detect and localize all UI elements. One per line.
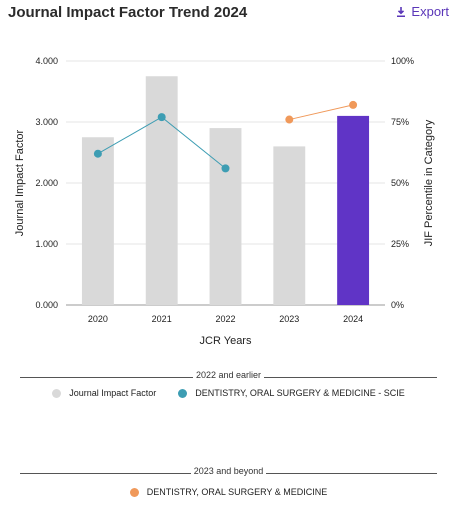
y-tick-label: 0.000 xyxy=(35,300,58,310)
legend-item-jif[interactable]: Journal Impact Factor xyxy=(52,388,156,398)
x-axis-label: JCR Years xyxy=(200,335,252,347)
bar xyxy=(273,146,306,305)
y-tick-label: 3.000 xyxy=(35,117,58,127)
y2-tick-label: 75% xyxy=(391,117,409,127)
chart-title: Journal Impact Factor Trend 2024 xyxy=(8,4,248,21)
y-tick-label: 1.000 xyxy=(35,239,58,249)
y-tick-label: 2.000 xyxy=(35,178,58,188)
bar xyxy=(81,137,114,305)
legend-swatch-jif xyxy=(52,388,62,398)
y-tick-label: 4.000 xyxy=(35,56,58,66)
bar xyxy=(145,76,178,305)
point-scie xyxy=(93,149,102,158)
legend-group-2023-label: 2023 and beyond xyxy=(193,466,264,476)
bar xyxy=(209,128,242,305)
x-tick-label: 2022 xyxy=(215,314,235,324)
y2-tick-label: 0% xyxy=(391,300,404,310)
x-tick-label: 2021 xyxy=(152,314,172,324)
y2-tick-label: 100% xyxy=(391,56,414,66)
export-button[interactable]: Export xyxy=(395,4,449,19)
y2-axis-label: JIF Percentile in Category xyxy=(423,119,435,246)
legend-swatch-new xyxy=(129,487,139,497)
legend-label-scie: DENTISTRY, ORAL SURGERY & MEDICINE - SCI… xyxy=(195,388,405,398)
point-new xyxy=(349,100,358,109)
export-label: Export xyxy=(411,4,449,19)
y-axis-label: Journal Impact Factor xyxy=(14,129,26,236)
x-tick-label: 2023 xyxy=(279,314,299,324)
bar xyxy=(337,115,370,306)
legend-group-2023: 2023 and beyond xyxy=(20,464,438,478)
legend-group-2022: 2022 and earlier xyxy=(20,368,437,382)
legend-item-new[interactable]: DENTISTRY, ORAL SURGERY & MEDICINE xyxy=(129,487,328,497)
point-scie xyxy=(157,113,166,122)
legend-label-jif: Journal Impact Factor xyxy=(69,388,157,398)
y2-tick-label: 25% xyxy=(391,239,409,249)
legend-group-2022-label: 2022 and earlier xyxy=(195,370,262,380)
point-scie xyxy=(221,164,230,173)
chart: 0.000 1.000 2.000 3.000 4.000 0% 25% 50% 75% 100%… xyxy=(14,56,435,347)
y2-tick-label: 50% xyxy=(391,178,409,188)
chart-header: Journal Impact Factor Trend 2024 Export xyxy=(0,0,457,28)
x-tick-label: 2020 xyxy=(88,314,108,324)
x-tick-label: 2024 xyxy=(343,314,363,324)
series-line-new xyxy=(289,104,354,121)
legend-label-new: DENTISTRY, ORAL SURGERY & MEDICINE xyxy=(146,487,328,497)
legend-row-2: DENTISTRY, ORAL SURGERY & MEDICINE xyxy=(0,485,457,499)
legend-row-1: Journal Impact Factor DENTISTRY, ORAL SU… xyxy=(0,386,457,400)
legend-swatch-scie xyxy=(178,388,188,398)
legend-item-scie[interactable]: DENTISTRY, ORAL SURGERY & MEDICINE - SCI… xyxy=(178,388,405,398)
download-icon xyxy=(397,6,406,17)
point-new xyxy=(285,115,294,124)
